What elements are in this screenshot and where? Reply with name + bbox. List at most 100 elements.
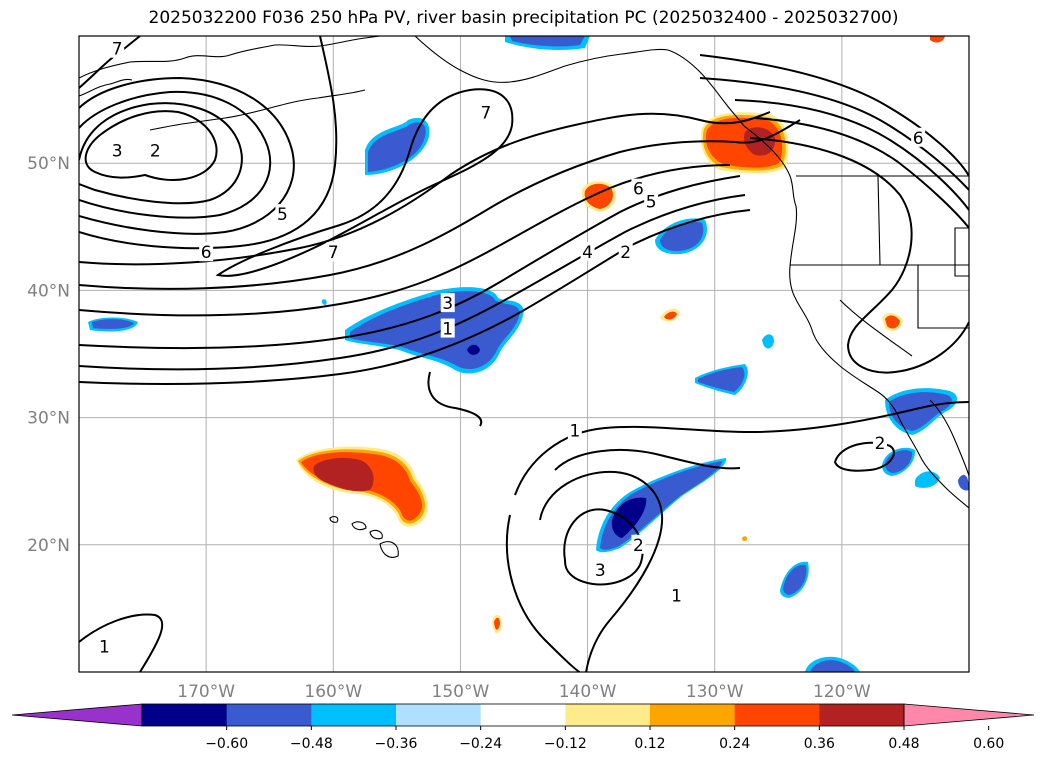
precip-neg-area	[698, 367, 745, 392]
colorbar-segment	[480, 704, 566, 726]
pv-contour	[514, 401, 969, 496]
colorbar: −0.60 −0.48 −0.36 −0.24 −0.12 0.12 0.24 0.36 0.4…	[11, 703, 1035, 752]
colorbar-tick-label: −0.48	[290, 736, 333, 752]
precip-pos-area	[930, 36, 945, 43]
colorbar-segment	[396, 704, 482, 726]
colorbar-segment	[311, 704, 397, 726]
colorbar-segment	[819, 704, 905, 726]
precip-neg-area	[611, 497, 647, 538]
contour-label-halo	[669, 585, 684, 605]
contour-label: 4	[582, 243, 593, 263]
precip-pos-area	[742, 536, 748, 542]
contour-label: 2	[150, 141, 161, 161]
pv-contour	[563, 508, 644, 586]
precip-pos-area	[313, 458, 374, 492]
colorbar-tick-label: −0.36	[375, 736, 418, 752]
hawaii-island	[379, 541, 399, 558]
lat-tick-label: 40°N	[27, 281, 70, 301]
state-border	[877, 175, 881, 266]
mexico-coast	[929, 399, 969, 477]
pv-contour	[79, 613, 164, 672]
pv-contour	[754, 117, 969, 229]
contour-label-halo	[478, 102, 493, 122]
alaska-coastline	[79, 36, 381, 79]
contour-label-halo	[618, 242, 633, 262]
hawaii-island	[369, 529, 383, 540]
lat-tick-label: 20°N	[27, 536, 70, 556]
colorbar-outline	[141, 703, 905, 727]
precip-neg-area	[783, 564, 807, 595]
contour-label-halo	[873, 433, 887, 453]
contour-label-halo	[110, 38, 125, 58]
contour-label-halo	[110, 140, 125, 160]
contour-label: 1	[99, 638, 110, 658]
precip-neg-area	[958, 474, 969, 491]
precip-pos-area	[885, 315, 900, 329]
us-west-coast	[789, 205, 901, 421]
colorbar-tick-label: −0.24	[459, 736, 502, 752]
precip-neg-area	[810, 660, 855, 672]
contour-label: 6	[201, 243, 212, 263]
contour-label-halo	[631, 178, 646, 198]
alaska-coastline	[79, 78, 133, 97]
pv-contour	[79, 90, 272, 219]
baja-california	[899, 419, 969, 509]
pv-contour	[79, 76, 295, 235]
pv-contour	[833, 441, 895, 472]
colorbar-tick-label: 0.24	[719, 736, 750, 752]
map-background	[79, 36, 969, 672]
contour-label-halo	[275, 204, 290, 224]
hawaii-island	[329, 516, 339, 523]
colorbar-tick-label: −0.12	[544, 736, 587, 752]
contour-label-halo	[593, 560, 608, 580]
contour-label-halo	[644, 191, 659, 211]
precip-neg-area	[368, 122, 426, 172]
contour-label-halo	[97, 636, 112, 656]
contour-label: 2	[875, 434, 886, 454]
contour-label: 5	[646, 192, 657, 212]
pv-contour	[84, 110, 218, 181]
contour-label-halo	[567, 420, 582, 440]
pv-contour	[506, 514, 581, 672]
map-title: 2025032200 F036 250 hPa PV, river basin …	[148, 8, 899, 28]
latitude-labels: 50°N 40°N 30°N 20°N	[27, 154, 70, 556]
contour-label-halo	[326, 242, 341, 262]
contour-label: 3	[595, 561, 606, 581]
colorbar-segment	[142, 704, 228, 726]
precip-neg-area	[762, 334, 774, 349]
coastlines	[79, 36, 969, 558]
colorbar-segment	[734, 704, 820, 726]
pv-contour	[734, 99, 969, 211]
contour-label: 5	[277, 205, 288, 225]
pv-contour	[699, 77, 969, 191]
colorbar-tick-label: 0.48	[888, 736, 919, 752]
contour-label: 6	[913, 129, 924, 149]
pv-contour	[749, 137, 969, 374]
contour-label: 3	[442, 294, 453, 314]
colorbar-tick-label: 0.12	[634, 736, 665, 752]
colorbar-segment	[650, 704, 736, 726]
precip-neg-area	[321, 299, 327, 305]
precip-neg-area	[889, 392, 952, 431]
contour-label-halo	[440, 293, 455, 313]
precip-neg-area	[467, 344, 480, 355]
colorbar-tick-label: −0.60	[205, 736, 248, 752]
contour-label-halo	[580, 242, 595, 262]
longitude-labels: 170°W 160°W 150°W 140°W 130°W 120°W	[177, 682, 871, 702]
precip-pos-area	[494, 617, 500, 630]
aleutian-islands	[149, 89, 366, 131]
contour-label-halo	[911, 127, 926, 147]
state-border	[839, 299, 913, 357]
contour-label: 3	[112, 141, 123, 161]
contour-label: 7	[112, 40, 123, 60]
state-border	[917, 265, 969, 329]
gulf-of-alaska-coast	[414, 36, 745, 127]
contour-label: 1	[671, 587, 682, 607]
precip-pos-area	[664, 311, 677, 320]
state-border	[954, 227, 969, 277]
lon-tick-label: 130°W	[686, 682, 744, 702]
pv-contour	[79, 36, 141, 89]
map-frame	[78, 35, 970, 673]
contour-label: 6	[633, 180, 644, 200]
contour-label: 7	[328, 243, 339, 263]
